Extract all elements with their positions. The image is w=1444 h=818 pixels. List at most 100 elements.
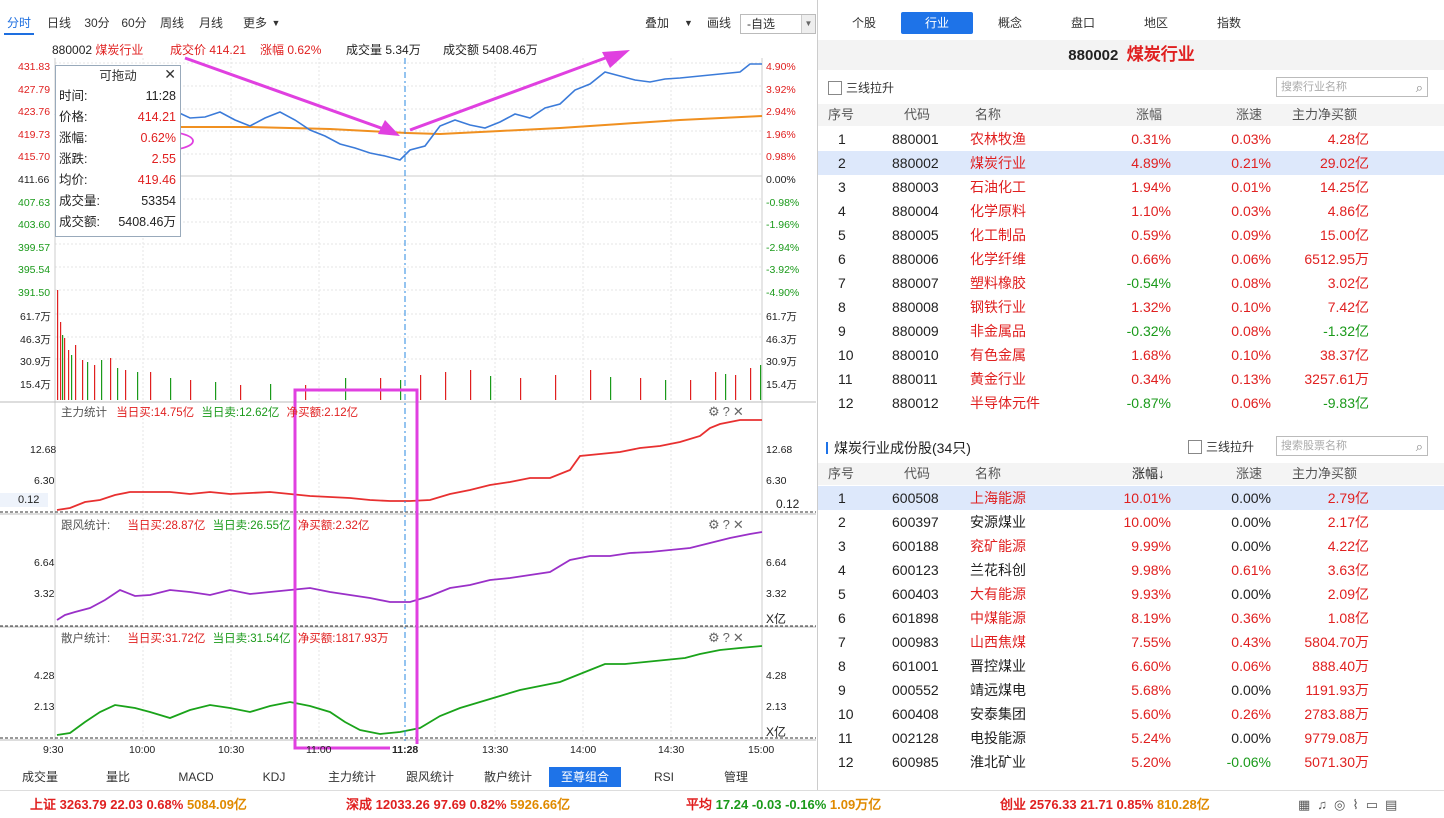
status-value: 2576.33 — [1029, 797, 1077, 812]
status-pct: 0.85% — [1116, 797, 1154, 812]
table-row[interactable]: 1 600508 上海能源 10.01% 0.00% 2.79亿 — [818, 486, 1444, 510]
table-row[interactable]: 7 880007 塑料橡胶 -0.54% 0.08% 3.02亿 — [818, 271, 1444, 295]
col-header[interactable]: 主力净买额 — [1292, 466, 1358, 481]
table-row[interactable]: 3 880003 石油化工 1.94% 0.01% 14.25亿 — [818, 175, 1444, 199]
tab-daily[interactable]: 日线 — [46, 16, 71, 30]
table-row[interactable]: 4 600123 兰花科创 9.98% 0.61% 3.63亿 — [818, 558, 1444, 582]
search-icon[interactable]: ⌕ — [1415, 439, 1423, 454]
tab-region[interactable]: 地区 — [1143, 16, 1168, 30]
tab-monthly[interactable]: 月线 — [198, 16, 223, 30]
monitor-icon[interactable]: ▭ — [1365, 797, 1386, 812]
settings-icon[interactable]: ⚙ — [708, 517, 723, 532]
tab-manage[interactable]: 管理 — [723, 770, 748, 784]
table-row[interactable]: 11 880011 黄金行业 0.34% 0.13% 3257.61万 — [818, 367, 1444, 391]
search-icon[interactable]: ⌕ — [1415, 80, 1423, 95]
settings-icon[interactable]: ⚙ — [708, 404, 723, 419]
table-row[interactable]: 4 880004 化学原料 1.10% 0.03% 4.86亿 — [818, 199, 1444, 223]
table-row[interactable]: 3 600188 兖矿能源 9.99% 0.00% 4.22亿 — [818, 534, 1444, 558]
tab-retail[interactable]: 散户统计 — [483, 770, 532, 784]
table-row[interactable]: 5 880005 化工制品 0.59% 0.09% 15.00亿 — [818, 223, 1444, 247]
stock-search-input[interactable]: 搜索股票名称 ⌕ — [1276, 436, 1428, 456]
table-row[interactable]: 7 000983 山西焦煤 7.55% 0.43% 5804.70万 — [818, 630, 1444, 654]
help-icon[interactable]: ? — [722, 404, 733, 419]
tab-more[interactable]: 更多 — [242, 16, 267, 30]
status-shenzhen[interactable]: 深成 12033.26 97.69 0.82% 5926.66亿 — [346, 791, 570, 818]
row-code: 880008 — [892, 299, 939, 315]
message-icon[interactable]: ▤ — [1385, 797, 1405, 812]
tab-volume-ratio[interactable]: 量比 — [105, 770, 130, 784]
col-header[interactable]: 代码 — [904, 466, 931, 481]
overlay-caret-icon[interactable]: ▼ — [684, 18, 693, 28]
tab-combo[interactable]: 至尊组合 — [549, 767, 621, 787]
help-icon[interactable]: ? — [722, 630, 733, 645]
tab-follower[interactable]: 跟风统计 — [405, 770, 454, 784]
table-row[interactable]: 8 880008 钢铁行业 1.32% 0.10% 7.42亿 — [818, 295, 1444, 319]
crosshair-info-box[interactable]: 可拖动 ✕ 时间: 11:28 价格: 414.21 涨幅: 0.62% 涨跌: 2.5… — [55, 65, 181, 237]
calendar-icon[interactable]: ▦ — [1298, 797, 1318, 812]
tab-stock[interactable]: 个股 — [851, 16, 876, 30]
table-row[interactable]: 12 880012 半导体元件 -0.87% 0.06% -9.83亿 — [818, 391, 1444, 415]
watchlist-select[interactable]: -自选 ▼ — [740, 14, 816, 34]
checkbox-box[interactable] — [1188, 440, 1202, 454]
table-row[interactable]: 6 880006 化学纤维 0.66% 0.06% 6512.95万 — [818, 247, 1444, 271]
tab-kdj[interactable]: KDJ — [262, 770, 286, 784]
tab-volume[interactable]: 成交量 — [21, 770, 58, 784]
tab-industry[interactable]: 行业 — [901, 12, 973, 34]
select-caret-icon[interactable]: ▼ — [801, 15, 815, 33]
table-row[interactable]: 10 600408 安泰集团 5.60% 0.26% 2783.88万 — [818, 702, 1444, 726]
col-header[interactable]: 序号 — [828, 107, 855, 122]
overlay-button[interactable]: 叠加 — [645, 16, 670, 30]
bell-icon[interactable]: ♫ — [1317, 797, 1335, 812]
table-row[interactable]: 12 600985 淮北矿业 5.20% -0.06% 5071.30万 — [818, 750, 1444, 774]
col-header[interactable]: 涨速 — [1236, 107, 1263, 122]
tab-concept[interactable]: 概念 — [997, 16, 1022, 30]
tab-30min[interactable]: 30分 — [84, 16, 110, 30]
table-row[interactable]: 9 880009 非金属品 -0.32% 0.08% -1.32亿 — [818, 319, 1444, 343]
target-icon[interactable]: ◎ — [1334, 797, 1353, 812]
tab-rsi[interactable]: RSI — [653, 770, 674, 784]
table-row[interactable]: 11 002128 电投能源 5.24% 0.00% 9779.08万 — [818, 726, 1444, 750]
table-row[interactable]: 2 600397 安源煤业 10.00% 0.00% 2.17亿 — [818, 510, 1444, 534]
more-caret-icon[interactable]: ▼ — [271, 18, 281, 28]
col-header[interactable]: 名称 — [975, 466, 1002, 481]
status-average[interactable]: 平均 17.24 -0.03 -0.16% 1.09万亿 — [686, 791, 881, 818]
vol-tick: 15.4万 — [20, 378, 51, 391]
tab-index[interactable]: 指数 — [1216, 16, 1241, 30]
col-header[interactable]: 名称 — [975, 107, 1002, 122]
table-row[interactable]: 5 600403 大有能源 9.93% 0.00% 2.09亿 — [818, 582, 1444, 606]
col-header[interactable]: 主力净买额 — [1292, 107, 1358, 122]
industry-search-input[interactable]: 搜索行业名称 ⌕ — [1276, 77, 1428, 97]
tab-main-force[interactable]: 主力统计 — [327, 770, 376, 784]
close-icon[interactable]: ✕ — [732, 404, 747, 419]
tab-60min[interactable]: 60分 — [121, 16, 147, 30]
chart-icon[interactable]: ⌇ — [1352, 797, 1366, 812]
checkbox-box[interactable] — [828, 81, 842, 95]
tab-weekly[interactable]: 周线 — [159, 16, 184, 30]
tab-orderbook[interactable]: 盘口 — [1070, 16, 1095, 30]
draw-line-button[interactable]: 画线 — [707, 16, 732, 30]
close-icon[interactable]: ✕ — [732, 517, 747, 532]
col-header[interactable]: 涨幅 — [1136, 107, 1163, 122]
industry-name: 煤炭行业 — [1126, 45, 1195, 64]
help-icon[interactable]: ? — [722, 517, 733, 532]
close-icon[interactable]: ✕ — [732, 630, 747, 645]
status-shanghai[interactable]: 上证 3263.79 22.03 0.68% 5084.09亿 — [30, 791, 247, 818]
settings-icon[interactable]: ⚙ — [708, 630, 723, 645]
col-header[interactable]: 序号 — [828, 466, 855, 481]
table-row[interactable]: 8 601001 晋控煤业 6.60% 0.06% 888.40万 — [818, 654, 1444, 678]
info-box-title[interactable]: 可拖动 — [99, 69, 137, 83]
tab-macd[interactable]: MACD — [178, 770, 214, 784]
table-row[interactable]: 10 880010 有色金属 1.68% 0.10% 38.37亿 — [818, 343, 1444, 367]
col-header[interactable]: 涨速 — [1236, 466, 1263, 481]
col-header-sorted[interactable]: 涨幅↓ — [1132, 466, 1165, 481]
status-chinext[interactable]: 创业 2576.33 21.71 0.85% 810.28亿 — [1000, 791, 1210, 818]
table-row[interactable]: 9 000552 靖远煤电 5.68% 0.00% 1191.93万 — [818, 678, 1444, 702]
close-icon[interactable]: ✕ — [164, 66, 176, 82]
sanxian-checkbox[interactable]: 三线拉升 — [828, 80, 894, 96]
table-row[interactable]: 1 880001 农林牧渔 0.31% 0.03% 4.28亿 — [818, 127, 1444, 151]
table-row[interactable]: 2 880002 煤炭行业 4.89% 0.21% 29.02亿 — [818, 151, 1444, 175]
sanxian-checkbox-2[interactable]: 三线拉升 — [1188, 439, 1254, 455]
table-row[interactable]: 6 601898 中煤能源 8.19% 0.36% 1.08亿 — [818, 606, 1444, 630]
col-header[interactable]: 代码 — [904, 107, 931, 122]
tab-intraday[interactable]: 分时 — [4, 11, 34, 35]
